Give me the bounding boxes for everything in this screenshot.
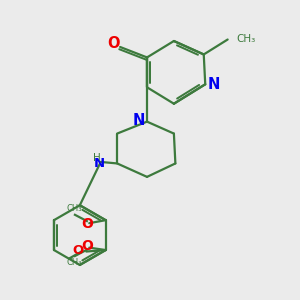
Text: O: O — [81, 239, 93, 254]
Text: O: O — [81, 218, 93, 231]
Text: O: O — [73, 244, 84, 257]
Text: H: H — [93, 153, 101, 164]
Text: CH₃: CH₃ — [67, 204, 82, 213]
Text: N: N — [208, 77, 220, 92]
Text: N: N — [94, 157, 105, 170]
Text: methoxy: methoxy — [68, 258, 75, 259]
Text: N: N — [133, 112, 145, 128]
Text: O: O — [107, 37, 120, 52]
Text: CH₃: CH₃ — [236, 34, 255, 44]
Text: CH₃: CH₃ — [67, 258, 82, 267]
